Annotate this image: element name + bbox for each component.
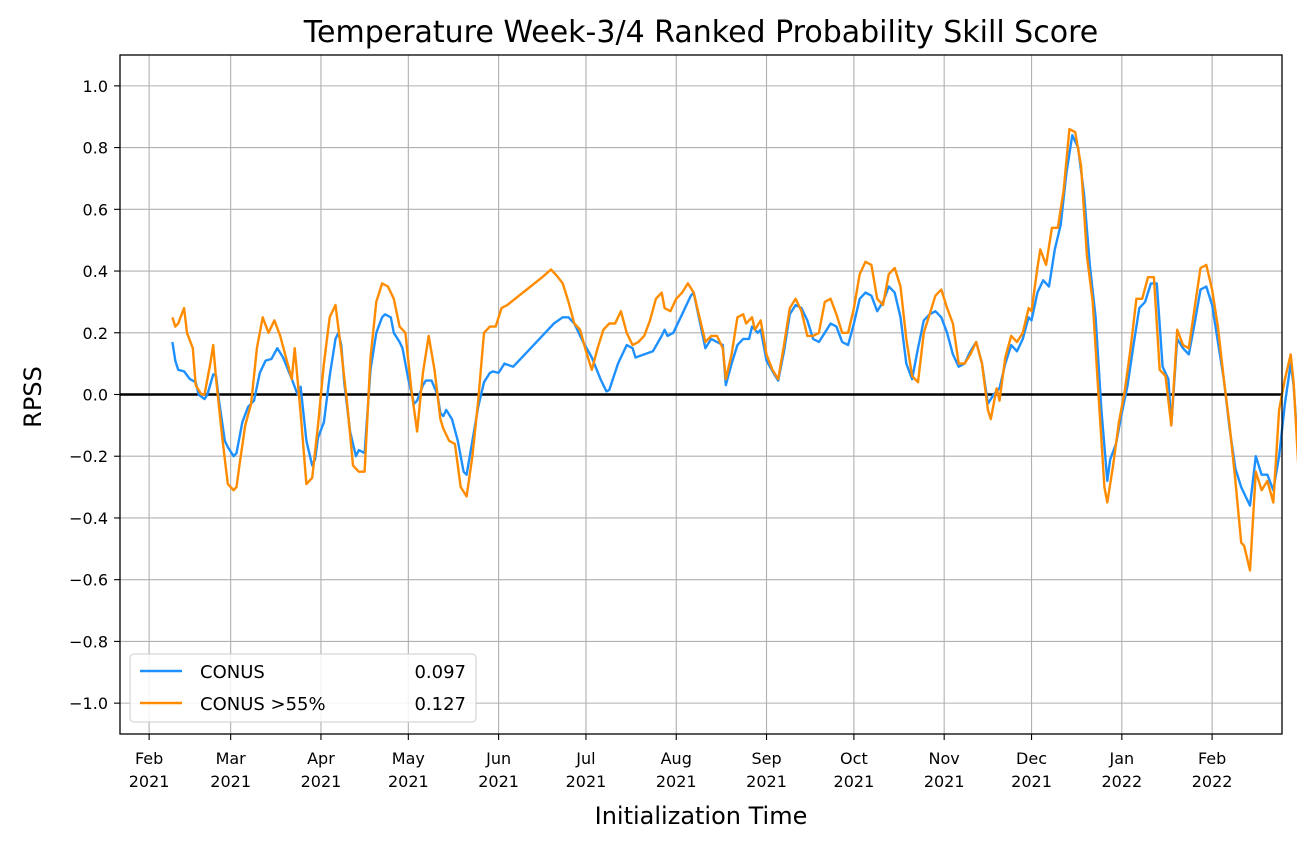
y-tick-label: −1.0 xyxy=(69,694,108,713)
series-line-conus-55 xyxy=(171,127,1297,572)
x-tick-label-year: 2022 xyxy=(1192,772,1233,791)
legend: CONUS 0.097 CONUS >55% 0.127 xyxy=(129,653,477,723)
x-axis-ticks: Feb 2021 Mar 2021 Apr 2021 May 2021 Jun 2021 Jul 20… xyxy=(129,734,1233,791)
x-tick-label-month: Nov xyxy=(929,749,960,768)
x-tick-label-month: Apr xyxy=(307,749,335,768)
y-tick-label: −0.4 xyxy=(69,509,108,528)
legend-label-conus-55: CONUS >55% xyxy=(200,694,326,715)
x-tick-label-month: Jan xyxy=(1108,749,1134,768)
x-tick-label-month: Dec xyxy=(1016,749,1047,768)
series-lines xyxy=(171,127,1297,572)
y-tick-label: 0.4 xyxy=(83,262,108,281)
x-tick-label-year: 2021 xyxy=(129,772,170,791)
x-tick-label-year: 2021 xyxy=(478,772,519,791)
legend-label-conus: CONUS xyxy=(200,662,265,683)
y-tick-label: 0.8 xyxy=(83,139,108,158)
x-tick-label-month: May xyxy=(392,749,425,768)
y-tick-label: 0.6 xyxy=(83,200,108,219)
x-axis-title: Initialization Time xyxy=(595,802,808,830)
x-tick-label-year: 2021 xyxy=(834,772,875,791)
x-tick-label-year: 2021 xyxy=(301,772,342,791)
chart-title: Temperature Week-3/4 Ranked Probability … xyxy=(303,15,1098,50)
x-tick-label-month: Jul xyxy=(575,749,595,768)
y-tick-label: −0.6 xyxy=(69,571,108,590)
legend-value-conus: 0.097 xyxy=(414,662,466,683)
x-tick-label-month: Oct xyxy=(840,749,868,768)
x-tick-label-year: 2022 xyxy=(1101,772,1142,791)
x-tick-label-year: 2021 xyxy=(924,772,965,791)
y-axis-ticks: −1.0 −0.8 −0.6 −0.4 −0.2 0.0 0.2 0.4 0.6 0.8 1.0 xyxy=(69,77,120,713)
legend-box xyxy=(129,653,477,723)
x-tick-label-month: Aug xyxy=(661,749,692,768)
x-tick-label-month: Feb xyxy=(1198,749,1226,768)
x-tick-label-year: 2021 xyxy=(566,772,607,791)
y-tick-label: 1.0 xyxy=(83,77,108,96)
x-tick-label-year: 2021 xyxy=(210,772,251,791)
x-tick-label-month: Sep xyxy=(751,749,781,768)
y-axis-title: RPSS xyxy=(19,366,47,428)
y-tick-label: −0.8 xyxy=(69,632,108,651)
x-tick-label-year: 2021 xyxy=(388,772,429,791)
y-tick-label: −0.2 xyxy=(69,447,108,466)
x-tick-label-year: 2021 xyxy=(746,772,787,791)
x-tick-label-month: Jun xyxy=(485,749,511,768)
x-tick-label-year: 2021 xyxy=(1011,772,1052,791)
y-tick-label: 0.0 xyxy=(83,386,108,405)
x-tick-label-month: Mar xyxy=(216,749,247,768)
x-tick-label-year: 2021 xyxy=(656,772,697,791)
y-tick-label: 0.2 xyxy=(83,324,108,343)
x-tick-label-month: Feb xyxy=(135,749,163,768)
legend-value-conus-55: 0.127 xyxy=(414,694,466,715)
